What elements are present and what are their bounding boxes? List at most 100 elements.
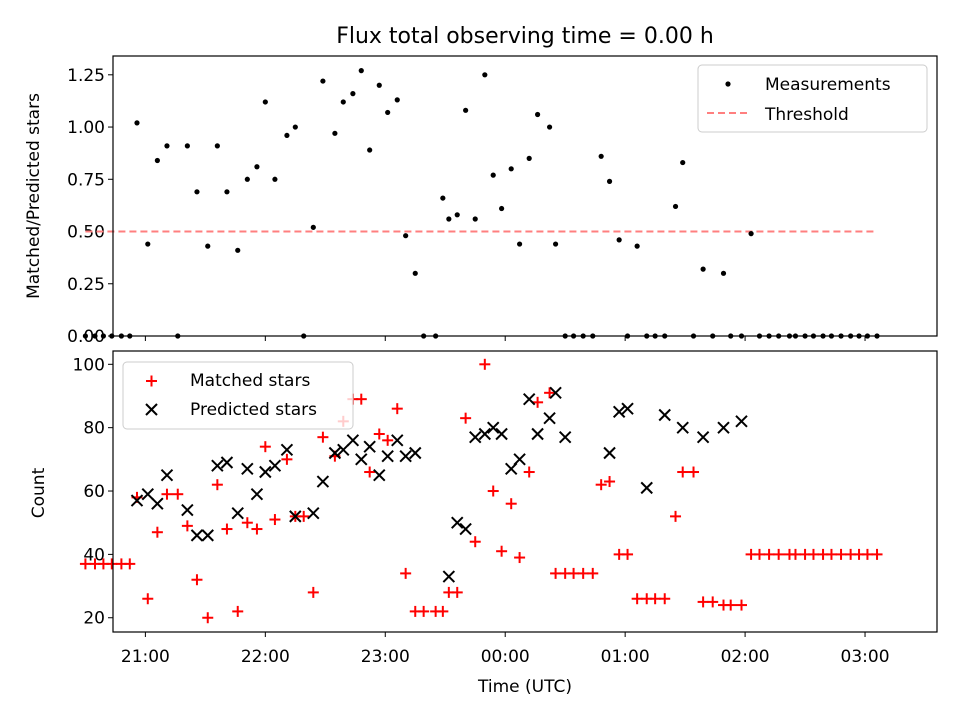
top-y-tick-label: 0.75 [67, 170, 105, 190]
predicted-star-point [676, 421, 689, 434]
predicted-star-stroke [451, 516, 464, 529]
matched-star-point [317, 431, 329, 443]
predicted-star-point [316, 475, 330, 488]
measurement-point [254, 164, 260, 170]
predicted-star-point [373, 468, 386, 482]
measurement-point [463, 107, 469, 113]
matched-star-point [221, 523, 233, 535]
predicted-star-stroke [355, 453, 368, 466]
predicted-star-stroke [289, 510, 302, 523]
bottom-x-tick-label: 02:00 [721, 647, 770, 667]
predicted-star-stroke [307, 506, 320, 520]
predicted-star-point [280, 443, 294, 457]
predicted-star-stroke [381, 449, 394, 463]
predicted-star-stroke [676, 421, 689, 434]
legend-threshold-label: Threshold [764, 105, 849, 125]
predicted-star-point [151, 497, 164, 510]
matched-star-point [659, 593, 671, 605]
predicted-star-point [513, 453, 526, 466]
measurement-point [412, 270, 418, 276]
matched-star-point [382, 434, 394, 446]
matched-star-point [469, 536, 481, 548]
measurement-point [748, 231, 754, 237]
bottom-y-ticks: 20 40 60 80 100 [73, 355, 113, 629]
bottom-legend: Matched stars Predicted stars [122, 361, 354, 430]
matched-star-point [281, 453, 293, 465]
predicted-star-stroke [190, 529, 204, 542]
predicted-star-stroke [522, 392, 536, 406]
matched-star-point [355, 393, 367, 405]
predicted-star-point [160, 468, 174, 482]
measurement-point [205, 243, 211, 249]
matched-star-point [460, 412, 472, 424]
measurement-point [472, 216, 478, 222]
matched-star-point [505, 498, 517, 510]
matched-star-point [391, 403, 403, 415]
predicted-star-stroke [487, 421, 500, 434]
matched-star-point [106, 558, 118, 570]
top-x-ticks [144, 336, 866, 341]
measurement-point [403, 233, 409, 239]
matched-star-point [649, 593, 661, 605]
matched-star-point [753, 548, 765, 560]
matched-star-point [825, 548, 837, 560]
predicted-star-point [543, 411, 556, 425]
predicted-star-stroke [696, 430, 710, 444]
predicted-star-stroke [495, 427, 508, 441]
matched-star-point [79, 558, 91, 570]
predicted-star-point [717, 421, 730, 434]
predicted-star-point [181, 503, 194, 517]
measurement-point [154, 157, 160, 164]
measurement-point [454, 212, 460, 218]
bottom-x-ticks: 21:00 22:00 23:00 00:00 01:00 02:00 03:00 [121, 632, 890, 667]
predicted-star-stroke [409, 446, 422, 460]
matched-star-point [251, 523, 263, 535]
measurement-point [552, 241, 559, 247]
predicted-star-point [558, 430, 572, 444]
top-panel: Flux total observing time = 0.00 h Match… [24, 24, 938, 347]
predicted-star-point [531, 427, 544, 441]
bottom-x-tick-label: 23:00 [361, 647, 410, 667]
legend-measurements-marker [725, 81, 731, 87]
predicted-star-stroke [201, 529, 214, 542]
predicted-star-point [141, 487, 154, 501]
predicted-star-point [190, 529, 204, 542]
predicted-star-stroke [469, 430, 482, 444]
predicted-star-point [231, 506, 244, 520]
matched-star-point [307, 586, 319, 598]
measurement-point [100, 333, 107, 339]
predicted-star-point [640, 481, 653, 495]
predicted-star-point [409, 446, 422, 460]
measurement-point [672, 203, 679, 210]
matched-star-point [735, 599, 747, 611]
measurement-point [262, 99, 268, 105]
legend-matched-marker [146, 375, 157, 387]
predicted-star-stroke [231, 506, 244, 520]
matched-star-point [677, 466, 689, 478]
matched-star-point [670, 510, 682, 522]
measurement-point [440, 195, 446, 201]
bottom-y-tick-label: 100 [73, 355, 105, 375]
matched-star-point [514, 552, 526, 564]
measurement-point [184, 143, 190, 149]
predicted-star-point [658, 408, 671, 422]
predicted-star-point [549, 386, 562, 400]
predicted-star-point [612, 405, 626, 419]
predicted-star-stroke [268, 459, 282, 472]
matched-star-point [269, 514, 281, 526]
matched-star-point [451, 586, 463, 598]
predicted-star-stroke [250, 487, 264, 501]
measurement-point [92, 333, 98, 339]
predicted-star-stroke [130, 494, 144, 507]
predicted-star-stroke [442, 570, 456, 583]
predicted-star-stroke [735, 415, 748, 428]
matched-star-point [568, 567, 580, 579]
matched-star-point [861, 548, 873, 560]
predicted-star-stroke [459, 522, 472, 536]
matched-star-point [496, 545, 508, 557]
measurement-point [385, 109, 391, 116]
predicted-star-stroke [141, 487, 154, 501]
measurement-point [194, 189, 200, 195]
matched-star-point [142, 593, 154, 605]
